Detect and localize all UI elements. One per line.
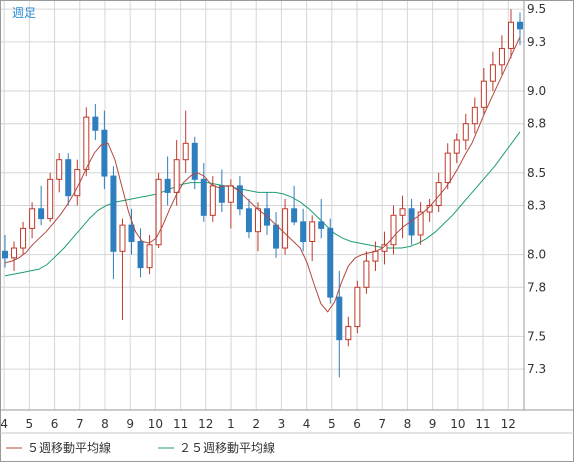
candle-down: [291, 208, 298, 223]
y-tick-label: 8.5: [527, 166, 546, 180]
candle-up: [453, 139, 460, 154]
candle-up: [498, 47, 505, 66]
candle-up: [173, 159, 180, 193]
ma5-line: [4, 36, 521, 313]
candle-up: [182, 142, 189, 161]
candle-down: [65, 159, 72, 197]
x-tick-label: 7: [378, 417, 386, 431]
x-tick-label: 9: [429, 417, 437, 431]
candle-down: [110, 175, 117, 252]
candle-up: [480, 80, 487, 108]
x-tick-label: 12: [198, 417, 213, 431]
x-tick-label: 10: [450, 417, 465, 431]
x-tick-label: 10: [148, 417, 163, 431]
candle-up: [20, 227, 27, 249]
candle-up: [399, 208, 406, 216]
candle-up: [29, 208, 36, 229]
ma25-line-group: [4, 131, 521, 277]
candle-up: [444, 152, 451, 184]
x-tick-label: 7: [76, 417, 84, 431]
candle-up: [74, 169, 81, 197]
candle-down: [2, 250, 8, 259]
legend-ma5-label: ５週移動平均線: [27, 440, 111, 455]
candles-group: [2, 9, 523, 378]
candle-down: [101, 129, 108, 177]
y-tick-label: 8.0: [527, 248, 546, 262]
candle-up: [471, 106, 478, 125]
x-tick-label: 1: [227, 417, 235, 431]
period-label: 週足: [12, 6, 36, 20]
x-tick-label: 4: [303, 417, 311, 431]
x-tick-label: 5: [26, 417, 34, 431]
candle-up: [83, 116, 90, 171]
x-tick-label: 6: [51, 417, 59, 431]
y-tick-label: 7.3: [527, 362, 546, 376]
y-tick-label: 9.5: [527, 2, 546, 16]
y-tick-label: 8.8: [527, 117, 546, 131]
x-tick-label: 3: [278, 417, 286, 431]
candle-down: [300, 221, 307, 242]
legend-ma25-label: ２５週移動平均線: [179, 440, 275, 455]
x-tick-labels: 4 5 6 7 8 9 10 11 12 1 2 3 4 5 6 7 8 9 10 11 12: [0, 417, 516, 431]
x-tick-label: 5: [328, 417, 336, 431]
candle-down: [191, 142, 198, 180]
candle-up: [345, 326, 352, 341]
candle-down: [273, 224, 280, 249]
candle-down: [164, 178, 171, 193]
y-tick-labels: 7.3 7.5 7.8 8.0 8.3 8.5 8.8 9.0 9.3 9.5: [527, 2, 546, 376]
ma5-line-group: [4, 36, 521, 313]
candle-up: [254, 208, 261, 233]
candle-up: [119, 224, 126, 252]
candle-up: [155, 178, 162, 246]
candle-down: [38, 208, 45, 220]
x-tick-label: 9: [126, 417, 134, 431]
y-tick-label: 7.5: [527, 329, 546, 343]
candle-up: [11, 247, 18, 259]
candle-down: [218, 185, 225, 203]
candle-up: [435, 182, 442, 206]
candle-down: [92, 116, 99, 131]
candle-down: [137, 240, 144, 269]
candle-up: [390, 214, 397, 246]
candle-up: [417, 211, 424, 236]
ma25-line: [4, 131, 521, 277]
candle-up: [507, 21, 514, 49]
x-tick-label: 8: [101, 417, 109, 431]
candle-down: [408, 208, 415, 236]
candle-down: [128, 224, 135, 242]
x-tick-label: 6: [353, 417, 361, 431]
candle-up: [363, 260, 370, 288]
candle-up: [209, 185, 216, 216]
candle-up: [146, 244, 153, 269]
candle-up: [462, 123, 469, 141]
x-tick-label: 11: [173, 417, 188, 431]
x-tick-label: 2: [252, 417, 260, 431]
candle-down: [327, 227, 334, 298]
candle-up: [56, 159, 63, 180]
candle-down: [517, 21, 523, 30]
x-tick-label: 12: [501, 417, 516, 431]
candle-up: [372, 250, 379, 262]
candle-up: [282, 208, 289, 249]
y-tick-label: 7.8: [527, 280, 546, 294]
candle-down: [336, 296, 343, 341]
candle-up: [489, 64, 496, 82]
x-tick-label: 11: [475, 417, 490, 431]
y-tick-label: 9.3: [527, 35, 546, 49]
y-tick-label: 8.3: [527, 199, 546, 213]
candle-up: [227, 185, 234, 203]
candle-down: [318, 221, 325, 229]
candle-up: [47, 178, 54, 220]
candle-up: [354, 286, 361, 328]
candle-down: [245, 208, 252, 233]
candle-down: [236, 185, 243, 210]
candle-up: [309, 221, 316, 242]
y-tick-label: 9.0: [527, 84, 546, 98]
x-tick-label: 4: [0, 417, 8, 431]
candle-down: [200, 178, 207, 216]
x-tick-label: 8: [404, 417, 412, 431]
